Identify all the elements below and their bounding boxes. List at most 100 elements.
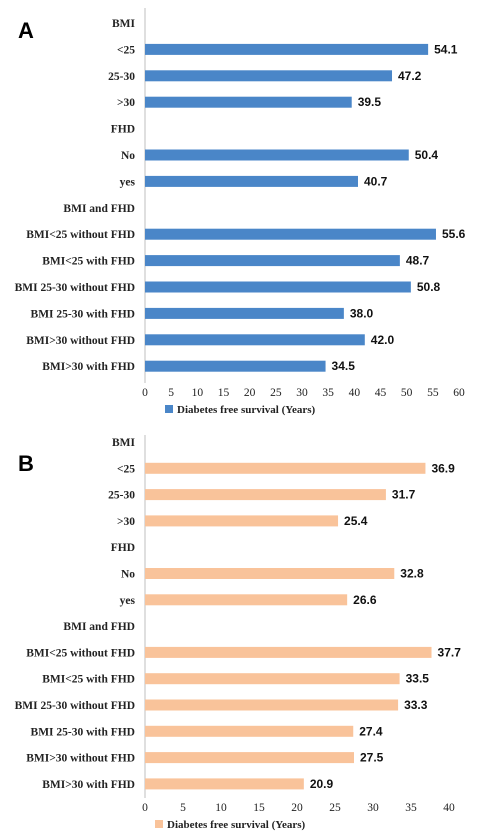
panel-b-bar bbox=[145, 673, 400, 685]
panel-b-bar bbox=[145, 489, 386, 501]
panel-b-category-label: BMI 25-30 without FHD bbox=[15, 700, 135, 712]
panel-a-category-label: BMI bbox=[112, 18, 136, 30]
panel-a-x-tick-label: 0 bbox=[142, 387, 148, 399]
panel-b-x-tick-label: 15 bbox=[253, 802, 265, 814]
panel-b-bar bbox=[145, 699, 399, 711]
panel-b-category-label: BMI<25 without FHD bbox=[26, 647, 135, 659]
panel-a-category-label: BMI and FHD bbox=[63, 203, 135, 215]
panel-b-category-label: BMI>30 without FHD bbox=[26, 753, 135, 765]
panel-b-bar bbox=[145, 778, 304, 790]
panel-b-x-tick-label: 35 bbox=[405, 802, 417, 814]
panel-a-value-label: 34.5 bbox=[332, 359, 356, 373]
panel-a-x-tick-label: 40 bbox=[349, 387, 361, 399]
panel-b-value-label: 26.6 bbox=[353, 593, 377, 607]
panel-b-category-label: yes bbox=[120, 595, 136, 607]
panel-b-value-label: 27.5 bbox=[360, 751, 384, 765]
panel-b-value-label: 33.3 bbox=[404, 698, 428, 712]
panel-a-x-tick-label: 20 bbox=[244, 387, 256, 399]
panel-a-x-tick-label: 5 bbox=[168, 387, 174, 399]
panel-b-x-tick-label: 20 bbox=[291, 802, 303, 814]
panel-b-category-label: No bbox=[121, 569, 135, 581]
chart-b: BMI <25 36.9 25-30 31.7 >30 25.4 FHD No 32.8 yes 26… bbox=[15, 435, 462, 831]
panel-a-x-tick-label: 55 bbox=[427, 387, 439, 399]
panel-a-legend-label: Diabetes free survival (Years) bbox=[177, 404, 316, 416]
panel-a-x-tick-label: 15 bbox=[218, 387, 230, 399]
panel-a-legend-swatch bbox=[165, 405, 173, 413]
panel-a-category-label: BMI>30 with FHD bbox=[42, 361, 135, 373]
panel-a-category-label: BMI 25-30 without FHD bbox=[15, 282, 135, 294]
panel-b-category-label: BMI 25-30 with FHD bbox=[31, 726, 135, 738]
panel-a-label: A bbox=[18, 18, 34, 43]
panel-b-value-label: 37.7 bbox=[438, 645, 462, 659]
panel-b-x-tick-label: 10 bbox=[215, 802, 227, 814]
panel-b-category-label: FHD bbox=[111, 542, 135, 554]
panel-a-x-tick-label: 60 bbox=[453, 387, 465, 399]
panel-b-category-label: 25-30 bbox=[108, 490, 135, 502]
panel-b-bar bbox=[145, 462, 426, 474]
panel-a-category-label: BMI>30 without FHD bbox=[26, 335, 135, 347]
panel-b-legend-label: Diabetes free survival (Years) bbox=[167, 819, 306, 831]
panel-a-bar bbox=[145, 255, 400, 267]
panel-b-x-tick-label: 0 bbox=[142, 802, 148, 814]
panel-a-category-label: BMI<25 with FHD bbox=[42, 256, 135, 268]
panel-a-category-label: BMI 25-30 with FHD bbox=[31, 308, 135, 320]
panel-b-bar bbox=[145, 646, 432, 658]
panel-a-x-tick-label: 35 bbox=[322, 387, 334, 399]
panel-a-value-label: 54.1 bbox=[434, 42, 458, 56]
panel-b-category-label: BMI>30 with FHD bbox=[42, 779, 135, 791]
panel-a-category-label: >30 bbox=[117, 97, 135, 109]
panel-a-bar bbox=[145, 228, 436, 240]
panel-b-legend-swatch bbox=[155, 820, 163, 828]
panel-a-value-label: 55.6 bbox=[442, 227, 466, 241]
chart-a: BMI <25 54.1 25-30 47.2 >30 39.5 FHD No 50.4 yes 40… bbox=[15, 8, 466, 416]
panel-b-x-tick-label: 5 bbox=[180, 802, 186, 814]
panel-b-value-label: 27.4 bbox=[359, 724, 383, 738]
panel-b-x-tick-label: 40 bbox=[443, 802, 455, 814]
panel-a-bar bbox=[145, 360, 326, 372]
panel-b-x-tick-label: 25 bbox=[329, 802, 341, 814]
panel-a-category-label: BMI<25 without FHD bbox=[26, 229, 135, 241]
panel-a-bar bbox=[145, 307, 344, 319]
panel-b-bar bbox=[145, 752, 354, 764]
panel-b-value-label: 36.9 bbox=[431, 461, 455, 475]
panel-b-bar bbox=[145, 594, 348, 606]
panel-b-category-label: BMI bbox=[112, 437, 136, 449]
panel-a-value-label: 47.2 bbox=[398, 69, 422, 83]
panel-a-category-label: <25 bbox=[117, 44, 135, 56]
panel-a-bar bbox=[145, 70, 393, 82]
panel-b-category-label: >30 bbox=[117, 516, 135, 528]
panel-b-category-label: <25 bbox=[117, 463, 135, 475]
panel-a-value-label: 42.0 bbox=[371, 333, 395, 347]
panel-b-bar bbox=[145, 725, 354, 737]
panel-a-category-label: FHD bbox=[111, 124, 135, 136]
panel-a-category-label: No bbox=[121, 150, 135, 162]
panel-a-value-label: 39.5 bbox=[358, 95, 382, 109]
panel-a-value-label: 48.7 bbox=[406, 254, 430, 268]
panel-b-value-label: 20.9 bbox=[310, 777, 334, 791]
panel-b-label: B bbox=[18, 451, 34, 476]
panel-a-x-tick-label: 30 bbox=[296, 387, 308, 399]
panel-a-value-label: 38.0 bbox=[350, 306, 374, 320]
panel-b-category-label: BMI and FHD bbox=[63, 621, 135, 633]
panel-a-bar bbox=[145, 149, 409, 161]
panel-a-category-label: 25-30 bbox=[108, 71, 135, 83]
panel-a-value-label: 50.8 bbox=[417, 280, 441, 294]
panel-a-x-tick-label: 50 bbox=[401, 387, 413, 399]
panel-a-bar bbox=[145, 96, 352, 108]
panel-b-category-label: BMI<25 with FHD bbox=[42, 674, 135, 686]
panel-a-x-tick-label: 10 bbox=[192, 387, 204, 399]
panel-b-value-label: 31.7 bbox=[392, 488, 416, 502]
panel-a-x-tick-label: 25 bbox=[270, 387, 282, 399]
panel-b-x-tick-label: 30 bbox=[367, 802, 379, 814]
panel-b-value-label: 32.8 bbox=[400, 567, 424, 581]
panel-a-bar bbox=[145, 175, 358, 187]
panel-a-bar bbox=[145, 281, 411, 293]
panel-a-value-label: 50.4 bbox=[415, 148, 439, 162]
panel-a-category-label: yes bbox=[120, 176, 136, 188]
panel-b-bar bbox=[145, 515, 339, 527]
panel-a-bar bbox=[145, 334, 365, 346]
panel-a-bar bbox=[145, 43, 429, 55]
panel-b-value-label: 33.5 bbox=[406, 672, 430, 686]
panel-a-x-tick-label: 45 bbox=[375, 387, 387, 399]
panel-b-value-label: 25.4 bbox=[344, 514, 368, 528]
